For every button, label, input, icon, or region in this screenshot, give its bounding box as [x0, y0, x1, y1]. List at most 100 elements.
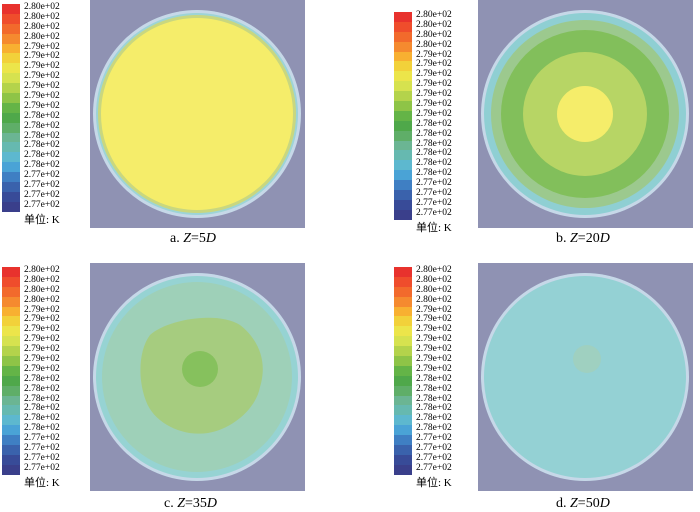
legend-tick-label: 2.80e+02	[24, 294, 60, 305]
legend-swatch	[394, 199, 412, 210]
legend-row: 2.79e+02	[2, 364, 82, 376]
legend-swatch	[394, 356, 412, 367]
legend-tick-label: 2.78e+02	[416, 393, 452, 404]
legend-row: 2.79e+02	[2, 334, 82, 347]
legend-swatch	[2, 112, 20, 123]
legend-swatch	[394, 71, 412, 82]
legend-swatch	[394, 21, 412, 32]
legend-row: 2.78e+02	[394, 373, 474, 386]
legend-swatch	[2, 276, 20, 287]
legend-row: 2.80e+02	[2, 11, 82, 24]
legend-tick-label: 2.78e+02	[24, 130, 60, 141]
legend-tick-label: 2.78e+02	[24, 403, 60, 414]
legend-swatch	[2, 385, 20, 396]
legend-swatch	[2, 172, 20, 183]
legend-tick-label: 2.79e+02	[24, 71, 60, 82]
legend-swatch	[394, 140, 412, 151]
legend-row: 2.80e+02	[2, 2, 82, 14]
legend-tick-label: 2.78e+02	[416, 423, 452, 434]
legend-swatch	[2, 191, 20, 202]
legend-tick-label: 2.79e+02	[24, 314, 60, 325]
legend-swatch	[394, 81, 412, 92]
legend-tick-label: 2.79e+02	[416, 363, 452, 374]
legend-tick-label: 2.78e+02	[416, 168, 452, 179]
legend-row: 2.78e+02	[394, 168, 474, 181]
contour-plot	[478, 0, 693, 228]
legend-tick-label: 2.77e+02	[416, 433, 452, 444]
panel-d: 2.80e+02 2.80e+02 2.80e+02 2.80e+02 2.79e+02…	[350, 255, 700, 511]
legend-tick-label: 2.77e+02	[416, 188, 452, 199]
legend-tick-label: 2.79e+02	[24, 304, 60, 315]
legend-swatch	[2, 316, 20, 327]
legend-row: 2.79e+02	[394, 305, 474, 317]
contour-plot	[90, 263, 305, 491]
legend-row: 2.79e+02	[394, 354, 474, 367]
legend-swatch	[2, 346, 20, 357]
legend-row: 2.77e+02	[2, 443, 82, 456]
legend-swatch	[2, 454, 20, 465]
legend-swatch	[394, 267, 412, 277]
legend-swatch	[2, 23, 20, 34]
legend-tick-label: 2.78e+02	[24, 120, 60, 131]
legend-row: 2.79e+02	[394, 109, 474, 121]
legend-row: 2.79e+02	[394, 344, 474, 357]
legend-swatch	[394, 336, 412, 347]
legend-tick-label: 2.79e+02	[24, 61, 60, 72]
legend-swatch	[394, 435, 412, 446]
legend-tick-label: 2.78e+02	[24, 150, 60, 161]
legend-tick-label: 2.80e+02	[416, 19, 452, 30]
legend-swatch	[2, 43, 20, 54]
legend-swatch	[2, 425, 20, 436]
legend-tick-label: 2.79e+02	[416, 344, 452, 355]
legend-swatch	[2, 306, 20, 317]
legend-row: 2.79e+02	[2, 91, 82, 104]
legend-swatch	[2, 375, 20, 386]
legend-swatch	[2, 286, 20, 297]
legend-swatch	[2, 4, 20, 14]
legend-tick-label: 2.80e+02	[24, 11, 60, 22]
legend-row: 2.77e+02	[2, 433, 82, 446]
panel-c: 2.80e+02 2.80e+02 2.80e+02 2.80e+02 2.79e+02…	[0, 255, 350, 511]
legend-tick-label: 2.80e+02	[416, 294, 452, 305]
legend-tick-label: 2.77e+02	[24, 199, 60, 210]
legend-tick-label: 2.78e+02	[416, 413, 452, 424]
caption: a. Z=5D	[170, 231, 217, 246]
legend-row: 2.78e+02	[394, 413, 474, 426]
legend-tick-label: 2.80e+02	[24, 284, 60, 295]
legend-row: 2.79e+02	[2, 51, 82, 64]
legend-tick-label: 2.79e+02	[416, 49, 452, 60]
legend-row: 2.79e+02	[2, 304, 82, 317]
cross-section-contour	[481, 10, 689, 218]
legend-swatch	[2, 356, 20, 367]
legend-swatch	[394, 395, 412, 406]
legend-row: 2.77e+02	[2, 190, 82, 202]
legend-tick-label: 2.77e+02	[416, 197, 452, 208]
legend-row: 2.79e+02	[394, 89, 474, 102]
legend-swatch	[2, 63, 20, 74]
legend-tick-label: 2.77e+02	[24, 462, 60, 473]
legend-tick-label: 2.78e+02	[416, 118, 452, 129]
legend-tick-label: 2.80e+02	[416, 29, 452, 40]
legend-row: 2.77e+02	[2, 453, 82, 465]
caption: b. Z=20D	[556, 231, 610, 246]
legend-swatch	[394, 316, 412, 327]
legend-row: 2.78e+02	[2, 394, 82, 406]
legend-tick-label: 2.78e+02	[416, 158, 452, 169]
legend-swatch	[394, 375, 412, 386]
legend-tick-label: 2.78e+02	[416, 373, 452, 384]
legend-row: 2.78e+02	[394, 403, 474, 416]
legend-swatch	[2, 122, 20, 133]
legend-swatch	[394, 326, 412, 337]
legend-row: 2.78e+02	[2, 120, 82, 133]
legend-swatch	[394, 454, 412, 465]
legend-row: 2.80e+02	[2, 294, 82, 307]
legend-swatch	[394, 190, 412, 201]
legend-swatch	[394, 180, 412, 191]
legend-swatch	[394, 120, 412, 131]
legend-row: 2.79e+02	[2, 42, 82, 54]
legend-row: 2.78e+02	[2, 403, 82, 416]
legend-tick-label: 2.77e+02	[416, 443, 452, 454]
legend-swatch	[2, 93, 20, 104]
legend-swatch	[394, 110, 412, 121]
legend-row: 2.77e+02	[394, 208, 474, 220]
